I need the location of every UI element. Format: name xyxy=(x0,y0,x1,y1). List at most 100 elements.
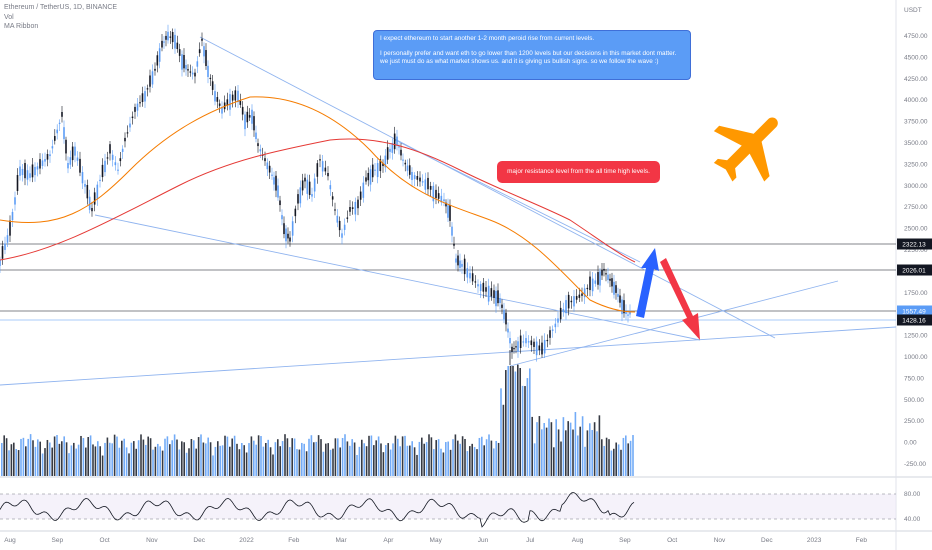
candle-body xyxy=(4,243,6,250)
volume-bar xyxy=(433,449,435,476)
candle-body xyxy=(257,143,259,147)
candle-body xyxy=(209,77,212,80)
candle-body xyxy=(149,75,151,87)
volume-bar xyxy=(394,435,397,476)
candle-body xyxy=(163,41,165,43)
candle-body xyxy=(121,148,124,152)
vol-indicator-label[interactable]: Vol xyxy=(4,13,14,21)
candle-body xyxy=(449,205,451,221)
candle-body xyxy=(607,274,609,280)
candle-body xyxy=(126,132,129,134)
volume-bar xyxy=(157,443,159,476)
candle-body xyxy=(490,288,493,297)
candle-body xyxy=(216,97,219,102)
candle-body xyxy=(429,185,432,190)
volume-bar xyxy=(598,415,601,476)
candle-body xyxy=(266,162,269,170)
volume-bar xyxy=(533,443,536,476)
volume-bar xyxy=(423,443,425,476)
candle-body xyxy=(134,106,136,112)
volume-bar xyxy=(121,440,123,476)
candle-body xyxy=(104,160,106,173)
candle-body xyxy=(440,195,443,203)
volume-bar xyxy=(478,437,481,476)
volume-bar xyxy=(315,441,317,476)
volume-bar xyxy=(37,439,39,476)
candle-body xyxy=(297,194,299,204)
candle-body xyxy=(88,196,91,210)
volume-bar xyxy=(353,442,356,476)
candle-body xyxy=(289,237,291,242)
price-tick-label: 1000.00 xyxy=(904,354,928,361)
candle-body xyxy=(495,290,497,307)
candle-body xyxy=(384,155,387,168)
volume-bar xyxy=(389,449,392,476)
volume-bar xyxy=(154,446,157,476)
ma-ribbon-label[interactable]: MA Ribbon xyxy=(4,23,39,30)
volume-bar xyxy=(231,438,233,476)
candle-body xyxy=(487,285,490,302)
volume-bar xyxy=(118,447,121,476)
volume-bar xyxy=(586,430,589,476)
volume-bar xyxy=(97,441,99,476)
time-tick-label: Dec xyxy=(193,537,205,544)
candle-body xyxy=(546,339,549,342)
volume-bar xyxy=(262,446,265,476)
candle-body xyxy=(189,71,192,73)
volume-bar xyxy=(301,442,303,476)
volume-bar xyxy=(293,438,296,476)
candle-body xyxy=(603,268,605,271)
volume-bar xyxy=(3,435,5,476)
level-tag xyxy=(897,305,932,317)
volume-bar xyxy=(195,448,197,476)
level-tag-label: 2322.13 xyxy=(902,242,926,249)
candle-body xyxy=(611,278,613,287)
volume-bar xyxy=(493,448,495,476)
volume-bar xyxy=(327,443,329,476)
candle-body xyxy=(408,165,411,175)
candle-body xyxy=(369,169,372,185)
volume-bar xyxy=(298,449,301,476)
candle-body xyxy=(167,31,169,41)
candle-body xyxy=(503,309,505,320)
volume-bar xyxy=(221,445,224,476)
resistance-callout[interactable]: major resistance level from the all time… xyxy=(497,161,660,183)
candle-body xyxy=(321,161,324,172)
candle-body xyxy=(301,180,304,191)
price-tick-label: 3750.00 xyxy=(904,119,928,126)
volume-bar xyxy=(205,443,207,476)
candle-body xyxy=(346,217,349,219)
candle-body xyxy=(424,179,427,190)
candle-body xyxy=(156,55,159,66)
volume-bar xyxy=(313,442,315,476)
analysis-note[interactable]: I expect ethereum to start another 1-2 m… xyxy=(373,30,691,80)
time-tick-label: 2022 xyxy=(239,537,254,544)
candle-body xyxy=(306,179,309,194)
candle-body xyxy=(411,171,413,181)
rsi-line xyxy=(0,492,635,528)
volume-bar xyxy=(363,443,365,476)
candle-body xyxy=(91,207,93,212)
price-axis[interactable]: 4750.00 4500.00 4250.00 4000.00 3750.00 3500.… xyxy=(904,33,928,468)
price-tick-label: 4500.00 xyxy=(904,54,928,61)
volume-bar xyxy=(279,446,281,476)
volume-bar xyxy=(20,438,22,476)
price-tick-label: 3000.00 xyxy=(904,183,928,190)
volume-bar xyxy=(473,447,476,476)
volume-bar xyxy=(627,443,629,476)
candle-body xyxy=(578,294,581,298)
candle-body xyxy=(141,93,144,103)
symbol-title[interactable]: Ethereum / TetherUS, 1D, BINANCE xyxy=(4,4,118,11)
rsi-axis[interactable]: 80.00 40.00 xyxy=(904,491,921,523)
candle-body xyxy=(253,116,255,131)
volume-bar xyxy=(214,446,217,476)
candle-body xyxy=(396,136,398,146)
candle-body xyxy=(625,310,627,314)
candle-body xyxy=(205,50,207,66)
volume-bar xyxy=(65,442,68,476)
volume-bar xyxy=(58,443,61,476)
time-axis[interactable]: Aug Sep Oct Nov Dec 2022 Feb Mar Apr May Jun Jul Aug… xyxy=(4,537,867,544)
candle-body xyxy=(41,160,44,166)
volume-bar xyxy=(106,437,109,476)
